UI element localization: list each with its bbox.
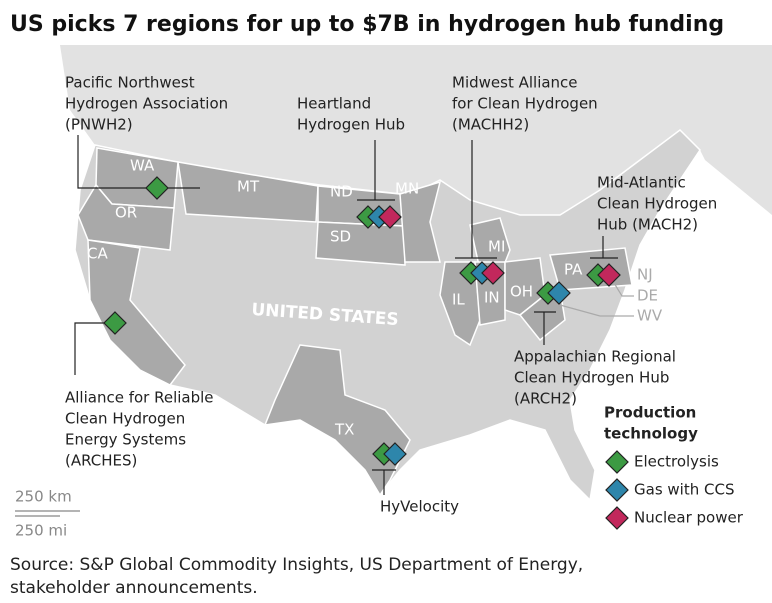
state-label: MN [395, 180, 419, 198]
hub-marker [145, 176, 169, 200]
hub-marker [605, 450, 629, 474]
legend-label: Nuclear power [634, 509, 744, 527]
hub-marker [378, 205, 402, 229]
leader [559, 304, 634, 317]
hub-marker [597, 263, 621, 287]
hub-states [77, 147, 633, 497]
leader [74, 322, 115, 375]
state-label: WA [130, 157, 155, 175]
state-label: IN [484, 289, 500, 307]
scale-bar: 250 km 250 mi [15, 488, 80, 540]
hub-marker [547, 281, 571, 305]
state-label: CA [87, 245, 108, 263]
hub-label: (ARCHES) [65, 452, 137, 470]
us-land [74, 129, 701, 502]
hub-marker [605, 506, 629, 530]
legend-label: Electrolysis [634, 453, 719, 471]
state-labels: WA OR CA MT ND SD MN MI IL IN OH PA TX N… [87, 157, 663, 439]
state-label: IL [452, 291, 465, 309]
hub-label: Midwest Alliance [452, 74, 578, 92]
state-label: DE [637, 287, 658, 305]
state-label: ND [330, 183, 353, 201]
hub-label: (PNWH2) [65, 116, 133, 134]
hub-label: (ARCH2) [514, 390, 577, 408]
state-label: SD [330, 228, 351, 246]
source: stakeholder announcements. [10, 578, 258, 598]
state-label: NJ [637, 266, 653, 284]
state-label: MT [237, 178, 260, 196]
hub-label: Hydrogen Hub [297, 116, 405, 134]
state-label: TX [334, 421, 354, 439]
state-label: PA [564, 261, 583, 279]
hub-marker [481, 261, 505, 285]
source: Source: S&P Global Commodity Insights, U… [10, 555, 583, 575]
hub-label: Clean Hydrogen [65, 410, 185, 428]
hub-label: Hub (MACH2) [597, 216, 698, 234]
hub-label: Clean Hydrogen Hub [514, 369, 669, 387]
hub-labels: Pacific Northwest Hydrogen Association (… [65, 74, 717, 516]
legend-title: Production [604, 404, 696, 422]
hub-markers [103, 176, 629, 530]
legend-title: technology [604, 425, 698, 443]
hub-label: Energy Systems [65, 431, 186, 449]
state-label: MI [488, 238, 505, 256]
state-label: OH [510, 283, 533, 301]
legend: Production technology Electrolysis Gas w… [604, 404, 744, 527]
hub-label: Pacific Northwest [65, 74, 195, 92]
leader [613, 282, 634, 297]
state-label: WV [637, 307, 663, 325]
scale-label: 250 mi [15, 522, 67, 540]
hub-marker [383, 442, 407, 466]
hub-label: for Clean Hydrogen [452, 95, 598, 113]
hub-marker [103, 311, 127, 335]
hub-label: Clean Hydrogen [597, 195, 717, 213]
hub-label: Alliance for Reliable [65, 389, 214, 407]
hub-label: Appalachian Regional [514, 348, 676, 366]
hub-label: Heartland [297, 95, 371, 113]
hub-label: Hydrogen Association [65, 95, 228, 113]
legend-label: Gas with CCS [634, 481, 734, 499]
hub-marker [605, 478, 629, 502]
title: US picks 7 regions for up to $7B in hydr… [10, 12, 724, 37]
hub-label: HyVelocity [380, 498, 459, 516]
hub-label: Mid-Atlantic [597, 174, 686, 192]
state-label: OR [115, 204, 137, 222]
hub-label: (MACHH2) [452, 116, 529, 134]
scale-label: 250 km [15, 488, 72, 506]
